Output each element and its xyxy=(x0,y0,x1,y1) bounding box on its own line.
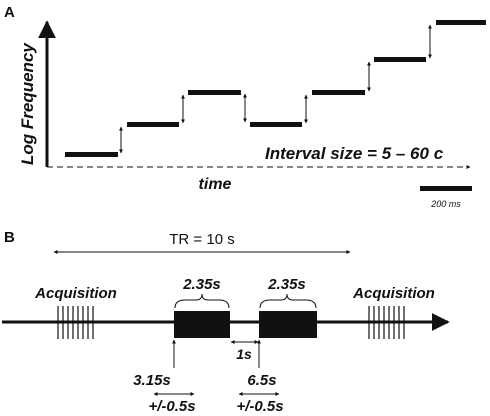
tone-step xyxy=(188,90,241,95)
tone-steps xyxy=(65,20,486,157)
tone-step xyxy=(127,122,179,127)
tone-step xyxy=(65,152,118,157)
acquisition-label-right: Acquisition xyxy=(352,285,435,302)
jitter-label-1: +/-0.5s xyxy=(148,398,195,415)
acquisition-pulses-left xyxy=(57,306,94,339)
jitter-label-2: +/-0.5s xyxy=(236,398,283,415)
gap-label: 1s xyxy=(236,346,252,362)
acquisition-label-left: Acquisition xyxy=(34,285,117,302)
onset-label-1: 3.15s xyxy=(133,372,171,389)
tone-step xyxy=(312,90,365,95)
tone-step xyxy=(374,57,426,62)
tone-step xyxy=(250,122,302,127)
brace-2 xyxy=(259,293,317,309)
acquisition-pulses-right xyxy=(368,306,405,339)
scale-bar xyxy=(420,186,472,191)
y-axis-label: Log Frequency xyxy=(18,42,37,165)
scale-bar-label: 200 ms xyxy=(430,199,461,209)
brace-1 xyxy=(174,293,230,309)
interval-size-label: Interval size = 5 – 60 c xyxy=(265,144,444,163)
duration-label-1: 2.35s xyxy=(182,276,221,293)
tone-step xyxy=(436,20,486,25)
onset-label-2: 6.5s xyxy=(247,372,276,389)
duration-label-2: 2.35s xyxy=(267,276,306,293)
panel-a-label: A xyxy=(4,4,15,21)
tr-label: TR = 10 s xyxy=(169,231,234,248)
time-axis-label: time xyxy=(199,176,232,193)
interval-arrows xyxy=(119,24,432,154)
panel-b-label: B xyxy=(4,229,15,246)
stimulus-block-1 xyxy=(174,311,230,338)
stimulus-block-2 xyxy=(259,311,317,338)
